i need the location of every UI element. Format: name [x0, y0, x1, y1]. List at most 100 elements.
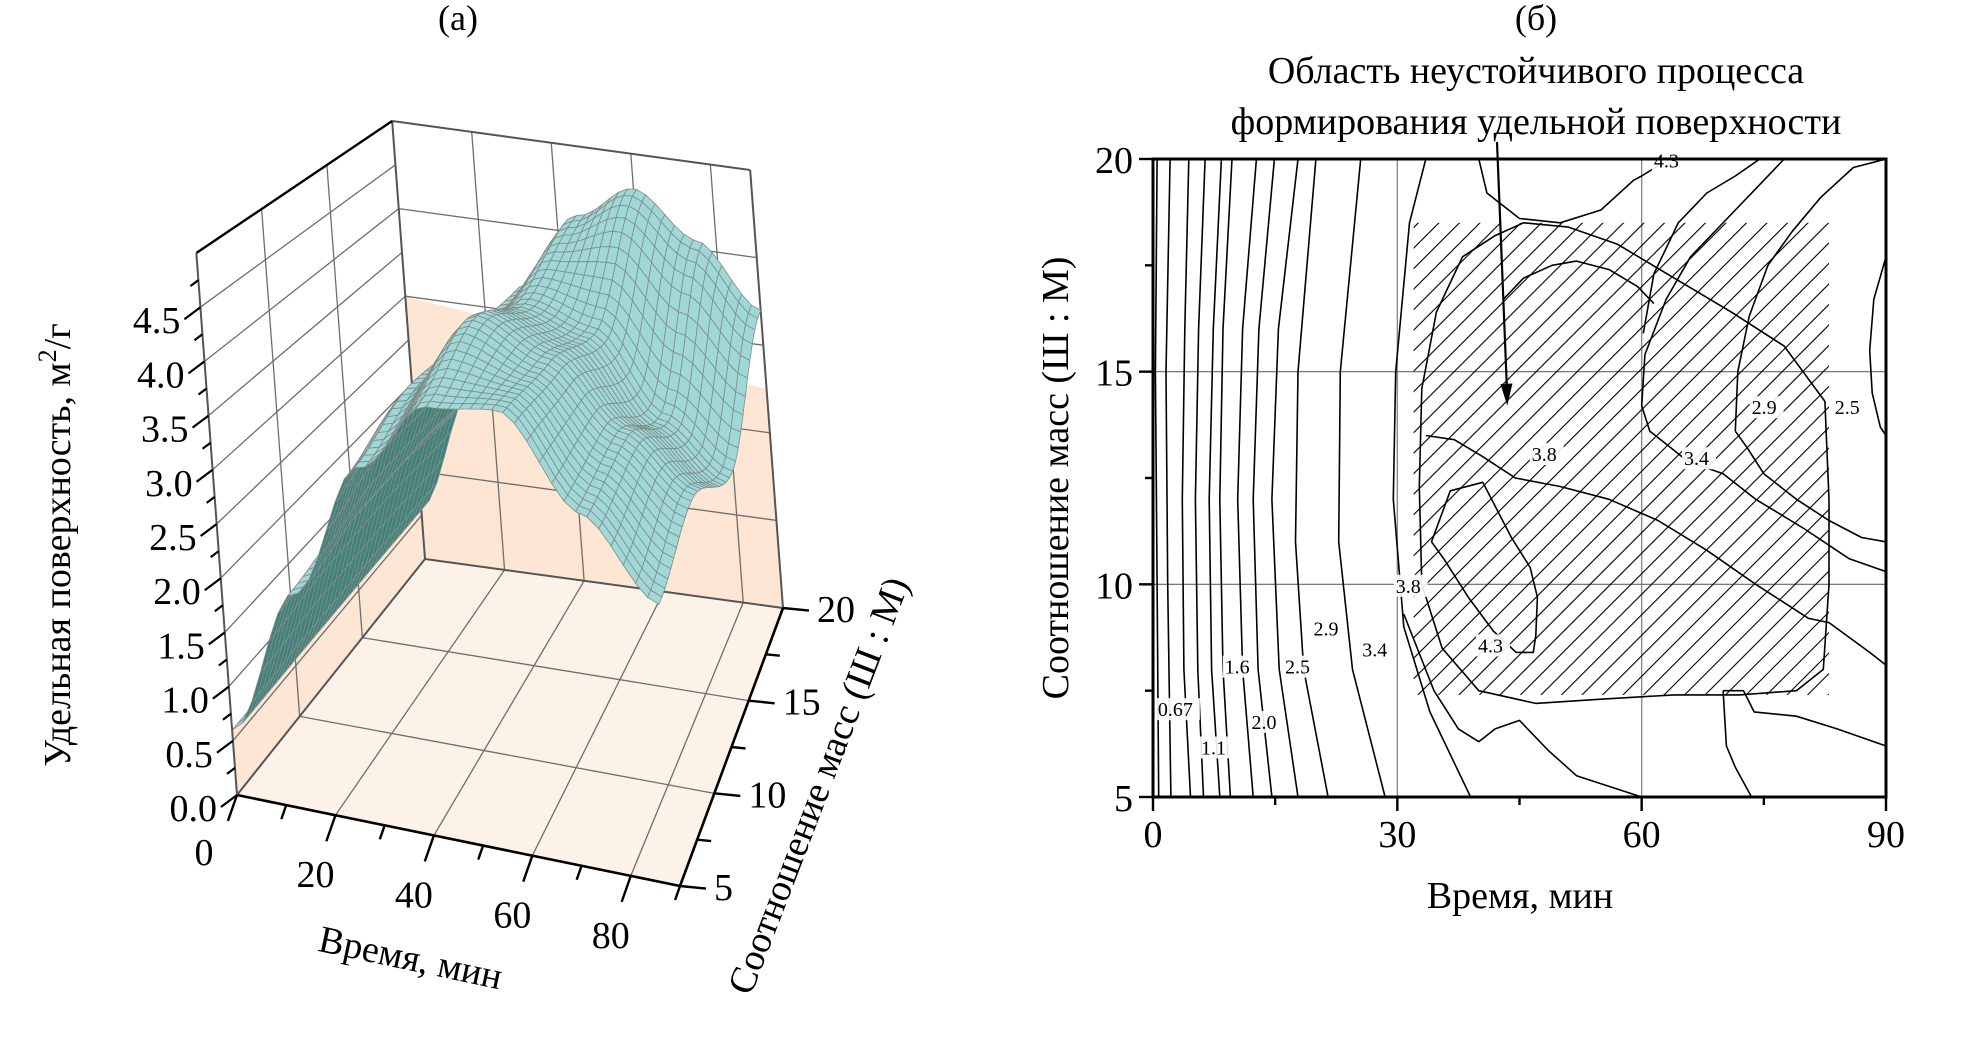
- y-tick: [765, 653, 780, 657]
- gridline: [200, 164, 396, 308]
- contour-label-bg: [1682, 447, 1717, 470]
- z-tick: [191, 414, 210, 429]
- annotation-arrow: [1495, 141, 1513, 406]
- y-tick-label: 5: [714, 867, 733, 909]
- y-tick-label: 20: [817, 589, 855, 631]
- z-tick: [200, 523, 218, 537]
- contour-label-bg: [1832, 396, 1867, 419]
- z-tick: [214, 604, 224, 613]
- axis-ticks: 0 30 60 90 5 10 15 20: [1095, 140, 1905, 856]
- tick-labels-3d: 0 20 40 60 80 5 10 15 20 0.0 0.5 1.0 1.5 2.0 2.5 3.0 3.5…: [133, 300, 855, 957]
- contour-line: [1734, 159, 1886, 432]
- panel-label-a: (а): [438, 0, 478, 38]
- contour-label: 2.5: [1835, 397, 1860, 419]
- gridline: [232, 514, 423, 742]
- x-tick: [522, 855, 534, 883]
- contour-label-bg: [1749, 396, 1784, 419]
- x-tick-label: 30: [1378, 814, 1416, 856]
- contour-label-bg: [1393, 574, 1428, 597]
- contour-label: 2.0: [1252, 712, 1277, 734]
- contour-plot: 0.671.11.62.02.52.93.43.84.34.33.8 3.42.9…: [1035, 50, 1905, 917]
- contour-label-bg: [1360, 638, 1395, 661]
- contour-label: 3.4: [1684, 448, 1709, 470]
- gridline: [531, 591, 665, 856]
- contour-label: 4.3: [1478, 635, 1503, 657]
- contour-label: 4.3: [1654, 151, 1679, 173]
- gridline: [212, 295, 406, 471]
- y-tick: [679, 884, 707, 890]
- z-tick: [201, 441, 212, 450]
- contour-line: [1154, 159, 1160, 797]
- z-tick: [220, 794, 238, 808]
- gridline: [204, 208, 400, 362]
- x-tick-label: 90: [1867, 814, 1905, 856]
- z-tick-label: 1.5: [157, 625, 205, 667]
- x-tick-label: 40: [395, 874, 433, 916]
- z-tick: [210, 550, 220, 558]
- unstable-region-hatch: [1413, 222, 1829, 695]
- x-tick: [280, 804, 288, 820]
- z-tick: [183, 306, 202, 321]
- z-tick: [216, 739, 234, 754]
- z-tick: [187, 360, 206, 375]
- contour-label-bg: [1311, 617, 1346, 640]
- gridline: [334, 569, 506, 816]
- z-tick: [205, 496, 216, 504]
- contour-label: 2.5: [1285, 657, 1310, 679]
- x-tick-label: 60: [1623, 814, 1661, 856]
- contour-line: [1723, 689, 1886, 747]
- z-axis-label-3d: Удельная поверхность, м2/г: [33, 323, 79, 766]
- z-tick-label: 4.0: [137, 354, 185, 396]
- contour-line: [1502, 260, 1655, 305]
- left-wall-tint: [232, 506, 425, 795]
- z-tick: [204, 577, 222, 592]
- contour-label-bg: [1155, 698, 1200, 721]
- z-tick-label: 2.0: [153, 571, 201, 613]
- x-tick-label: 0: [195, 832, 214, 874]
- box-edge: [195, 120, 393, 254]
- contour-label-bg: [1651, 149, 1686, 172]
- contour-line: [1418, 222, 1830, 705]
- gridline: [220, 383, 413, 579]
- contour-line: [1403, 613, 1642, 797]
- floor: [237, 559, 783, 886]
- x-tick: [378, 824, 386, 840]
- gridline: [362, 637, 749, 702]
- x-tick: [673, 885, 682, 901]
- y-tick-label: 10: [748, 774, 786, 816]
- contour-line: [1425, 434, 1886, 666]
- z-tick: [218, 658, 228, 667]
- contour-line: [1734, 430, 1886, 543]
- z-tick: [197, 387, 208, 396]
- z-tick-label: 1.0: [161, 680, 209, 722]
- contour-label: 3.8: [1532, 444, 1557, 466]
- y-tick-label: 5: [1114, 778, 1133, 820]
- z-tick: [222, 712, 232, 721]
- contour-line: [1392, 159, 1472, 797]
- contour-line: [1868, 256, 1886, 436]
- z-tick: [226, 767, 236, 775]
- hatched-region: [1413, 222, 1829, 695]
- z-tick: [208, 631, 226, 646]
- x-tick: [477, 845, 485, 860]
- contour-line: [1236, 159, 1258, 797]
- axes-3d: [183, 252, 810, 903]
- annotation-line-1: Область неустойчивого процесса: [1268, 50, 1804, 92]
- y-tick-label: 20: [1095, 140, 1133, 182]
- contour-label-bg: [1199, 736, 1234, 759]
- arrow-head: [1500, 383, 1513, 406]
- contour-line: [1430, 481, 1539, 654]
- x-tick-label: 20: [296, 854, 334, 896]
- z-tick-label: 0.0: [170, 788, 218, 830]
- z-axis-label-main: Удельная поверхность, м: [37, 362, 79, 766]
- contour-label-bg: [1249, 710, 1284, 733]
- y-tick: [782, 606, 810, 612]
- surface-cell: [646, 589, 663, 605]
- gridline: [630, 602, 744, 877]
- z-tick-label: 4.5: [133, 300, 181, 342]
- box-edge: [749, 169, 784, 609]
- surface-plot-3d: 0 20 40 60 80 5 10 15 20 0.0 0.5 1.0 1.5 2.0 2.5 3.0 3.5…: [33, 120, 918, 1000]
- contour-label: 3.8: [1396, 576, 1421, 598]
- contour-line: [1208, 159, 1223, 797]
